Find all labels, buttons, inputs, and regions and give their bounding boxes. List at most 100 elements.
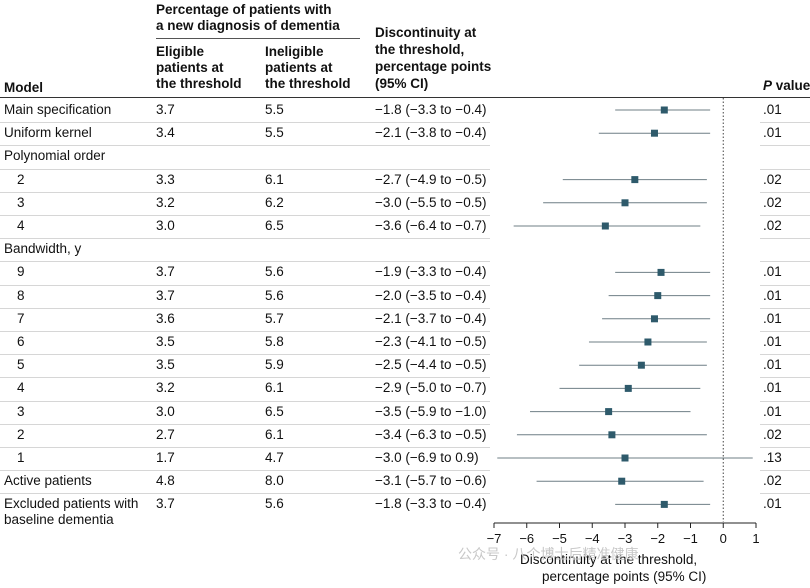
row-separator [760, 331, 810, 332]
eligible-value: 3.5 [156, 334, 175, 349]
group-header-line1: Percentage of patients with [156, 2, 332, 17]
eligible-value: 3.0 [156, 403, 175, 419]
group-header-rule [156, 38, 360, 39]
row-separator [760, 191, 810, 193]
point-estimate-marker [650, 315, 658, 323]
discontinuity-ci: −2.7 (−4.9 to −0.5) [375, 171, 487, 187]
discontinuity-ci: −2.5 (−4.4 to −0.5) [375, 357, 487, 373]
eligible-value: 3.4 [156, 125, 175, 141]
point-estimate-marker [621, 454, 629, 462]
eligible-value: 3.7 [156, 264, 175, 280]
row-label: 6 [17, 334, 25, 349]
ineligible-value: 5.5 [265, 125, 284, 141]
p-value: .01 [763, 310, 782, 326]
ineligible-value: 6.5 [265, 403, 284, 419]
ineligible-value: 4.7 [265, 450, 284, 465]
discontinuity-ci: −3.1 (−5.7 to −0.6) [375, 473, 487, 489]
row-separator [0, 423, 490, 425]
row-separator [0, 307, 490, 309]
eligible-value: 3.0 [156, 218, 175, 233]
p-value: .02 [763, 426, 782, 442]
row-label: 8 [17, 287, 25, 303]
row-label: Polynomial order [4, 148, 106, 164]
disc-header-l3: percentage points [375, 59, 492, 74]
p-value: .02 [763, 218, 782, 233]
x-tick-label: −4 [585, 531, 600, 546]
point-estimate-marker [637, 361, 645, 369]
eligible-value: 1.7 [156, 450, 175, 465]
pvalue-header-p: P [763, 78, 773, 93]
discontinuity-ci: −3.5 (−5.9 to −1.0) [375, 403, 487, 419]
ineligible-value: 6.2 [265, 194, 284, 210]
p-value: .01 [763, 403, 782, 419]
row-label: Active patients [4, 473, 92, 489]
row-separator [760, 377, 810, 379]
watermark-text: 公众号 · 八个博士后精准健康 [458, 546, 639, 562]
discontinuity-ci: −3.4 (−6.3 to −0.5) [375, 426, 487, 442]
header-bottom-rule [0, 97, 810, 98]
eligible-value: 4.8 [156, 473, 175, 489]
p-value: .01 [763, 334, 782, 349]
eligible-value: 3.7 [156, 496, 175, 512]
row-label: 3 [17, 194, 25, 210]
x-axis-label-line1: Discontinuity at the threshold, [520, 552, 698, 567]
ineligible-value: 5.6 [265, 496, 284, 512]
row-separator [760, 215, 810, 216]
eligible-value: 3.3 [156, 171, 175, 187]
point-estimate-marker [650, 129, 658, 137]
row-separator [760, 400, 810, 402]
row-separator [760, 354, 810, 356]
row-separator [760, 423, 810, 425]
row-separator [0, 284, 490, 286]
row-separator [0, 191, 490, 193]
p-value: .02 [763, 171, 782, 187]
row-separator [0, 377, 490, 379]
x-tick-label: −7 [487, 531, 502, 546]
discontinuity-ci: −1.8 (−3.3 to −0.4) [375, 496, 487, 512]
eligible-value: 3.2 [156, 380, 175, 396]
row-separator [760, 168, 810, 170]
row-separator [760, 307, 810, 309]
p-value: .13 [763, 450, 782, 465]
row-label: Excluded patients with [4, 496, 139, 512]
ineligible-value: 5.8 [265, 334, 284, 349]
p-value: .02 [763, 194, 782, 210]
point-estimate-marker [660, 500, 668, 508]
row-separator [0, 354, 490, 356]
p-value: .01 [763, 264, 782, 280]
ineligible-header-l3: the threshold [265, 76, 351, 91]
row-separator [0, 400, 490, 402]
row-separator [0, 215, 490, 216]
point-estimate-marker [657, 268, 665, 276]
x-tick-label: −2 [650, 531, 665, 546]
ineligible-value: 6.5 [265, 218, 284, 233]
row-label: 4 [17, 380, 25, 396]
discontinuity-ci: −2.9 (−5.0 to −0.7) [375, 380, 487, 396]
row-separator [0, 122, 490, 124]
pvalue-header: P value [763, 78, 810, 93]
row-separator [760, 145, 810, 147]
row-separator [0, 331, 490, 332]
x-axis-label-line2: percentage points (95% CI) [542, 569, 707, 584]
disc-header-l2: the threshold, [375, 42, 465, 57]
group-header-line2: a new diagnosis of dementia [156, 18, 340, 33]
row-separator [0, 470, 490, 472]
ineligible-value: 6.1 [265, 380, 284, 396]
row-label: 7 [17, 310, 25, 326]
row-label: 9 [17, 264, 25, 280]
p-value: .01 [763, 496, 782, 512]
disc-header-l1: Discontinuity at [375, 25, 477, 40]
row-label-line2: baseline dementia [4, 512, 114, 528]
p-value: .01 [763, 287, 782, 303]
x-tick-label: −6 [519, 531, 534, 546]
ineligible-value: 6.1 [265, 426, 284, 442]
eligible-value: 2.7 [156, 426, 175, 442]
discontinuity-ci: −2.1 (−3.7 to −0.4) [375, 310, 487, 326]
p-value: .01 [763, 357, 782, 373]
eligible-value: 3.7 [156, 287, 175, 303]
eligible-header-l3: the threshold [156, 76, 242, 91]
discontinuity-ci: −3.0 (−5.5 to −0.5) [375, 194, 487, 210]
model-header: Model [4, 80, 43, 95]
row-separator [760, 122, 810, 124]
